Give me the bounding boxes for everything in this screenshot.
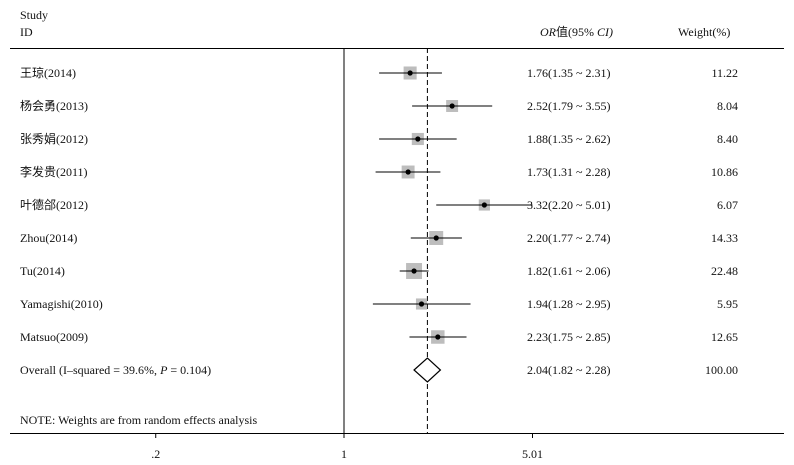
study-label: Yamagishi(2010): [20, 297, 103, 311]
study-point-estimate: [433, 235, 439, 241]
study-or-ci-text: 1.82(1.61 ~ 2.06): [527, 264, 611, 278]
study-or-ci-text: 1.94(1.28 ~ 2.95): [527, 297, 611, 311]
study-point-estimate: [405, 169, 411, 175]
study-or-ci-text: 2.23(1.75 ~ 2.85): [527, 330, 611, 344]
or-ci-header: OR值(95% CI): [540, 25, 613, 39]
overall-diamond: [413, 357, 442, 383]
study-or-ci-text: 3.32(2.20 ~ 5.01): [527, 198, 611, 212]
or-header-italic: OR: [540, 25, 556, 39]
study-or-ci-text: 1.76(1.35 ~ 2.31): [527, 66, 611, 80]
study-or-ci-text: 2.52(1.79 ~ 3.55): [527, 99, 611, 113]
study-weight-text: 6.07: [717, 198, 738, 212]
x-axis-tick-label: 1: [341, 447, 347, 461]
overall-or-ci-text: 2.04(1.82 ~ 2.28): [527, 363, 611, 377]
ci-header-italic: CI): [597, 25, 613, 39]
overall-label-prefix: Overall (I–squared = 39.6%,: [20, 363, 161, 377]
study-label: 叶德郃(2012): [20, 198, 88, 212]
study-or-ci-text: 2.20(1.77 ~ 2.74): [527, 231, 611, 245]
study-point-estimate: [418, 301, 425, 307]
note-text: NOTE: Weights are from random effects an…: [20, 413, 258, 427]
study-point-estimate: [407, 70, 413, 76]
study-or-ci-text: 1.73(1.31 ~ 2.28): [527, 165, 611, 179]
or-header-rest: 值(95%: [556, 25, 594, 39]
study-weight-text: 12.65: [711, 330, 738, 344]
study-header: Study: [20, 8, 49, 22]
study-point-estimate: [481, 202, 487, 208]
study-label: 李发贵(2011): [20, 165, 88, 179]
study-weight-text: 11.22: [711, 66, 738, 80]
study-point-estimate: [435, 334, 441, 340]
study-weight-text: 22.48: [711, 264, 738, 278]
study-weight-text: 8.40: [717, 132, 738, 146]
x-axis-tick-label: .2: [151, 447, 161, 461]
overall-p-label: P: [160, 363, 168, 377]
study-weight-text: 10.86: [711, 165, 738, 179]
study-point-estimate: [411, 268, 417, 274]
study-or-ci-text: 1.88(1.35 ~ 2.62): [527, 132, 611, 146]
study-point-estimate: [415, 136, 421, 142]
study-weight-text: 14.33: [711, 231, 738, 245]
overall-weight-text: 100.00: [705, 363, 738, 377]
study-label: 张秀娟(2012): [20, 132, 88, 146]
study-label: 王琼(2014): [20, 66, 76, 80]
x-axis-tick-label: 5.01: [522, 447, 543, 461]
study-weight-text: 8.04: [717, 99, 738, 113]
id-header: ID: [20, 25, 33, 39]
overall-label: Overall (I–squared = 39.6%, P = 0.104): [20, 363, 211, 377]
study-label: 杨会勇(2013): [20, 99, 88, 113]
study-label: Tu(2014): [20, 264, 65, 278]
overall-label-suffix: = 0.104): [167, 363, 212, 377]
study-point-estimate: [449, 103, 455, 109]
study-weight-text: 5.95: [717, 297, 738, 311]
study-label: Matsuo(2009): [20, 330, 88, 344]
weight-header: Weight(%): [678, 25, 731, 39]
study-label: Zhou(2014): [20, 231, 78, 245]
